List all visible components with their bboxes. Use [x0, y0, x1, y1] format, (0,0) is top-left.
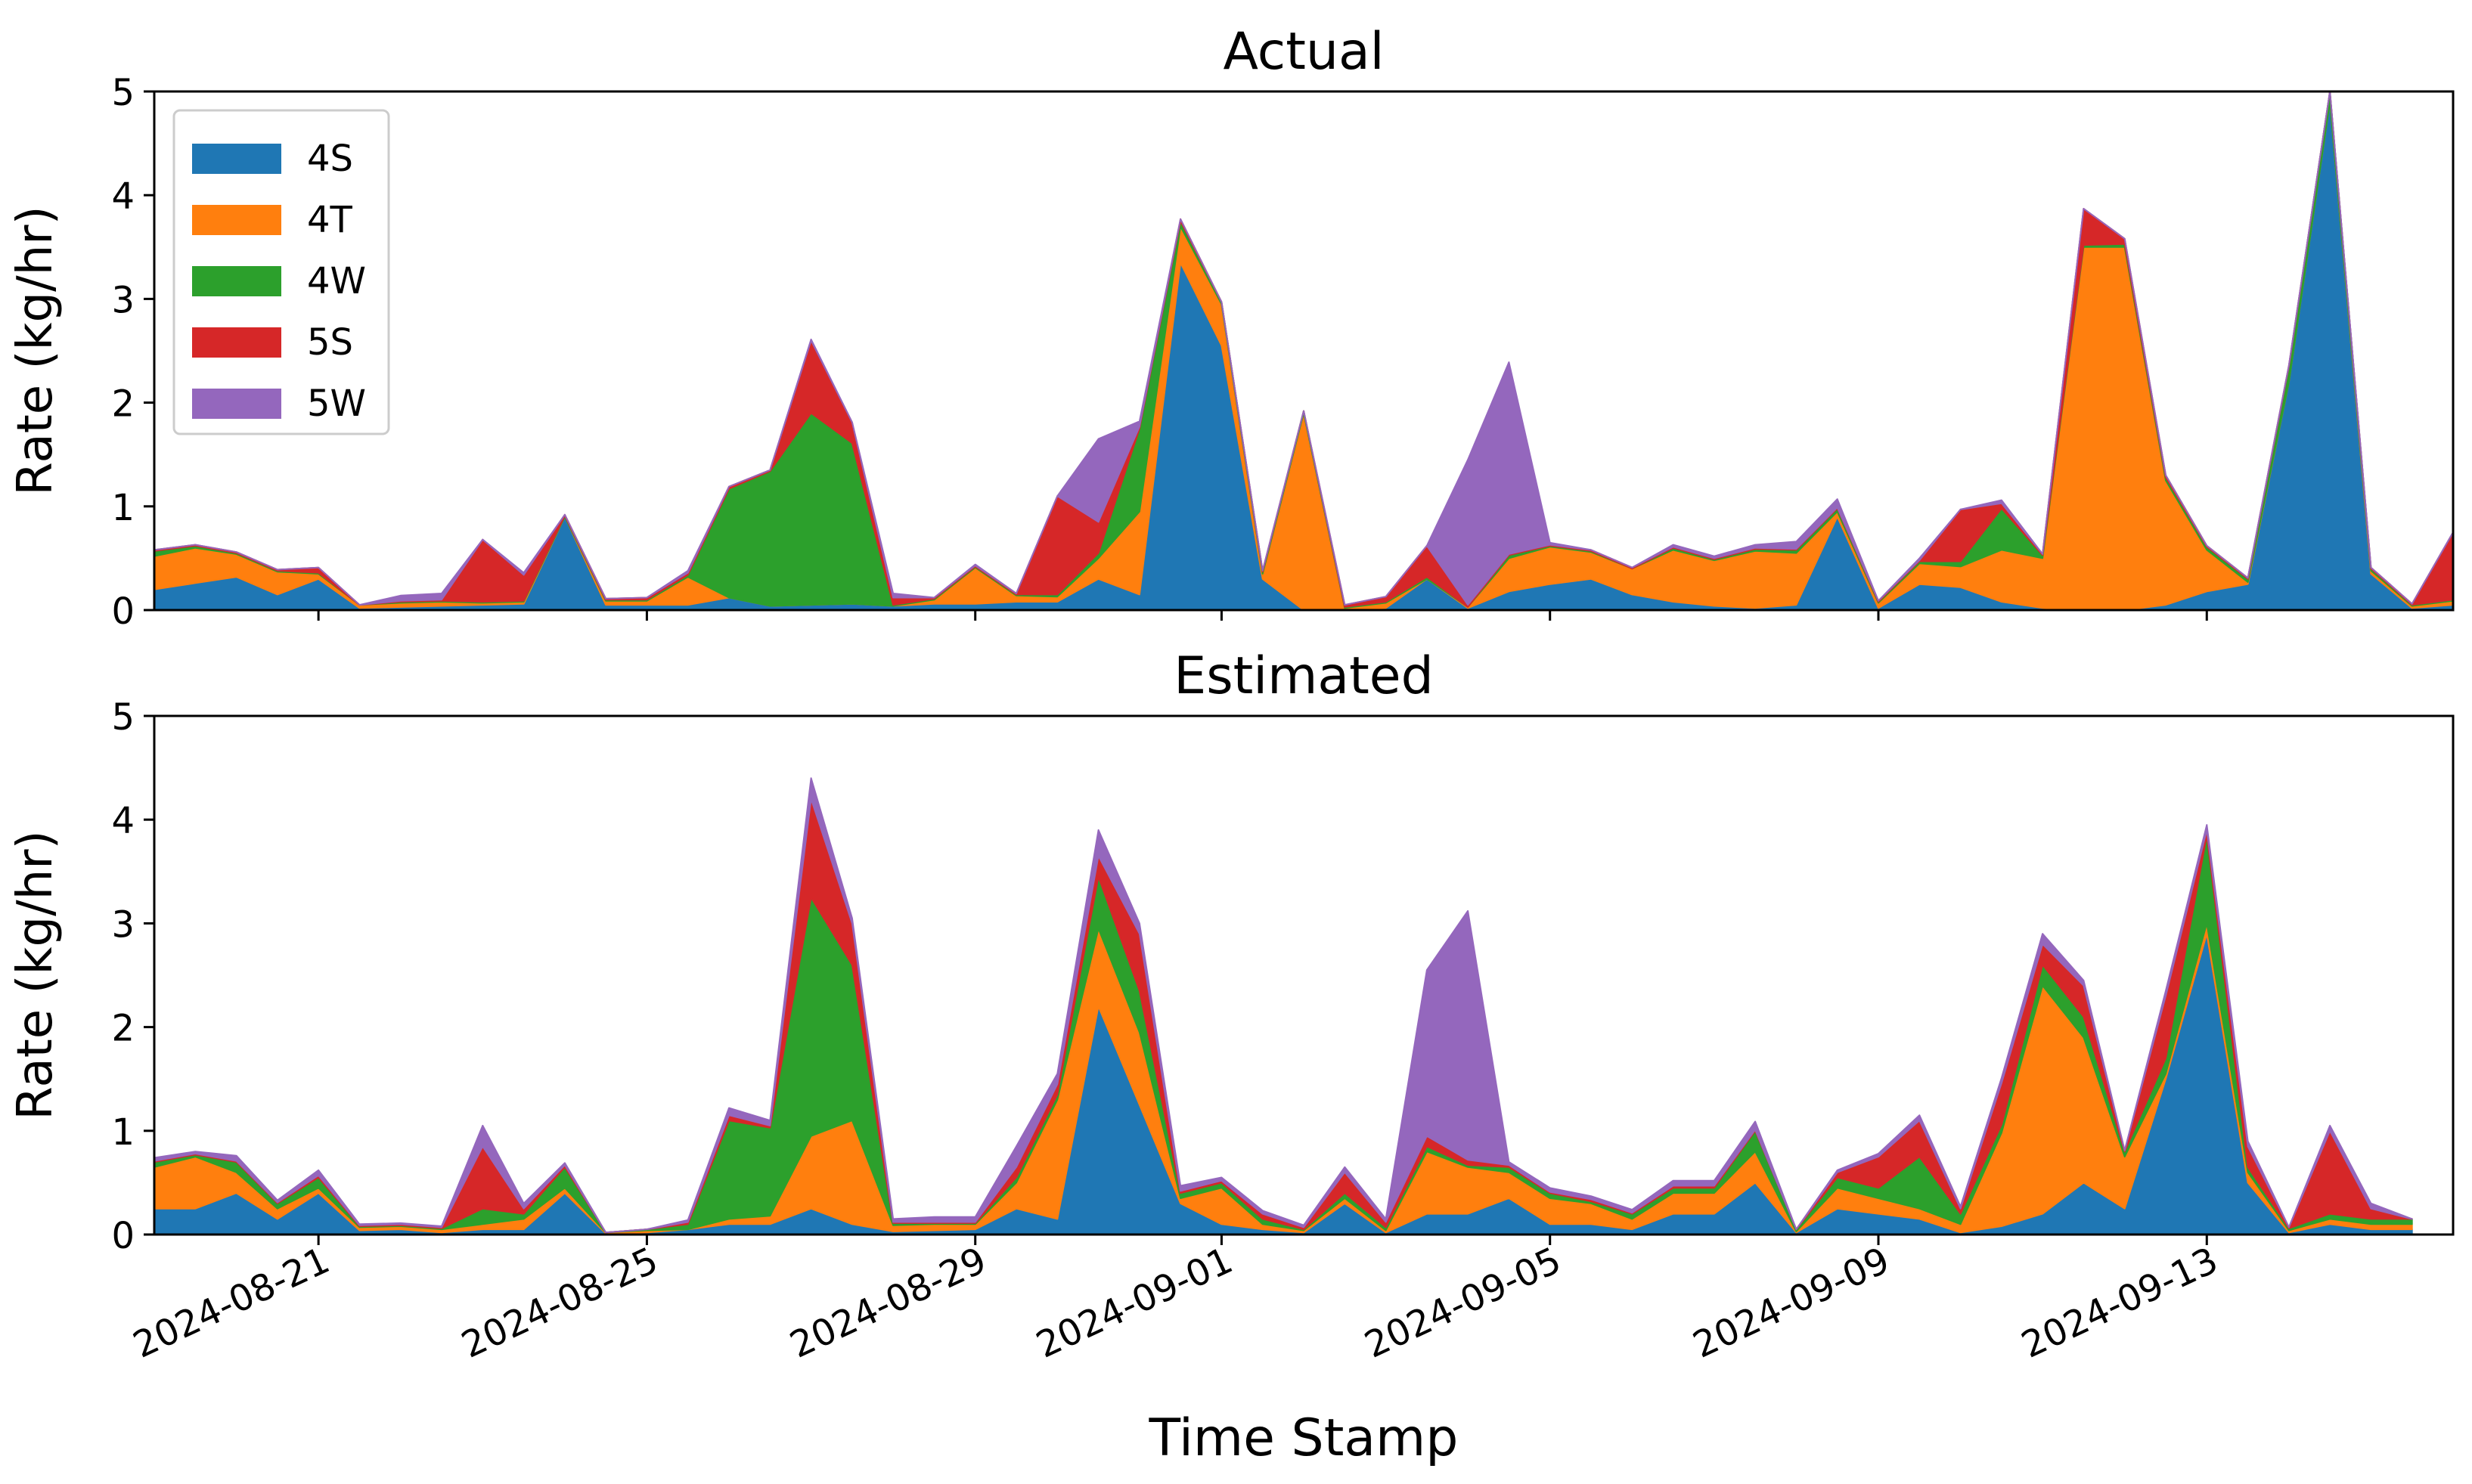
actual-x-axis: [317, 610, 2208, 621]
estimated-y-tick-label: 2: [111, 1008, 135, 1050]
legend: 4S 4T 4W 5S 5W: [172, 109, 390, 435]
estimated-y-axis: 0 1 2 3 4 5: [111, 696, 154, 1257]
actual-y-tick-label: 1: [111, 487, 135, 529]
x-tick-label: 2024-08-29: [783, 1239, 992, 1367]
legend-label-4w: 4W: [307, 260, 366, 302]
actual-panel-title: Actual: [1223, 22, 1384, 82]
estimated-plot-frame: [153, 714, 2455, 1236]
x-tick-label: 2024-09-09: [1687, 1239, 1896, 1367]
actual-y-axis: 0 1 2 3 4 5: [111, 72, 154, 633]
actual-stacked-areas: [154, 91, 2454, 611]
x-axis-label: Time Stamp: [1149, 1408, 1459, 1468]
actual-y-tick-label: 2: [111, 383, 135, 426]
actual-y-tick-label: 3: [111, 279, 135, 321]
actual-y-tick-label: 4: [111, 175, 135, 218]
estimated-y-tick-label: 4: [111, 800, 135, 842]
legend-swatch-4w: [192, 266, 281, 296]
legend-label-4t: 4T: [307, 199, 353, 241]
actual-panel: 0 1 2 3 4 5 Actual Rate (kg/hr) 4S 4T 4W 5S 5W: [8, 22, 2455, 633]
estimated-panel-title: Estimated: [1174, 646, 1434, 706]
actual-area-4t: [154, 101, 2454, 611]
legend-label-5w: 5W: [307, 383, 366, 425]
estimated-y-axis-label: Rate (kg/hr): [8, 830, 64, 1120]
estimated-y-tick-label: 3: [111, 903, 135, 946]
legend-swatch-5w: [192, 389, 281, 419]
estimated-y-tick-label: 1: [111, 1111, 135, 1154]
x-tick-label: 2024-09-05: [1358, 1239, 1567, 1367]
actual-plot-frame: [153, 90, 2455, 612]
legend-swatch-4s: [192, 144, 281, 174]
estimated-area-5w: [154, 777, 2413, 1234]
legend-label-4s: 4S: [307, 138, 353, 180]
actual-y-tick-label: 0: [111, 590, 135, 633]
legend-swatch-4t: [192, 205, 281, 235]
estimated-y-tick-label: 5: [111, 696, 135, 739]
legend-label-5s: 5S: [307, 321, 353, 364]
x-tick-label: 2024-08-25: [455, 1239, 664, 1367]
legend-swatch-5s: [192, 327, 281, 358]
x-tick-label: 2024-08-21: [127, 1239, 336, 1367]
actual-y-tick-label: 5: [111, 72, 135, 114]
x-tick-label: 2024-09-13: [2015, 1239, 2224, 1367]
estimated-y-tick-label: 0: [111, 1215, 135, 1257]
actual-y-axis-label: Rate (kg/hr): [8, 206, 64, 495]
estimated-x-axis: 2024-08-21 2024-08-25 2024-08-29 2024-09-01…: [127, 1235, 2224, 1367]
x-tick-label: 2024-09-01: [1030, 1239, 1239, 1367]
estimated-stacked-areas: [154, 777, 2413, 1235]
